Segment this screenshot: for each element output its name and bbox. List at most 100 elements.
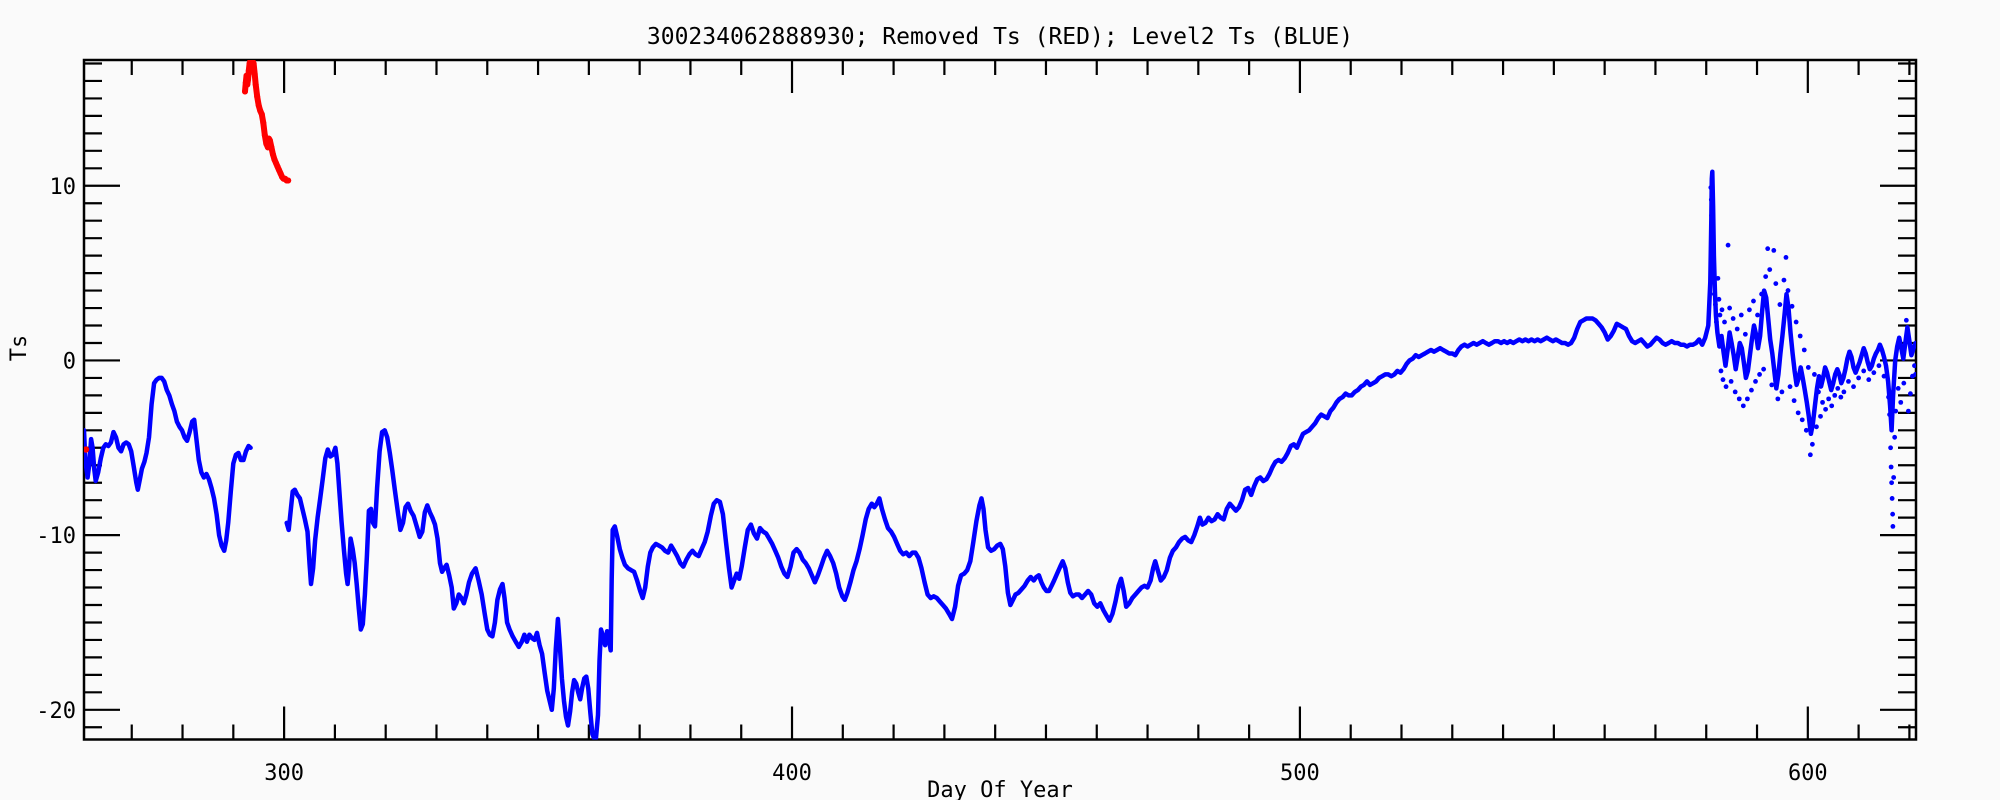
series-level2-ts-noise-scatter-point xyxy=(1895,385,1901,391)
series-level2-ts-noise-scatter-point xyxy=(1876,363,1882,369)
series-level2-ts-noise-scatter-point xyxy=(1901,380,1907,386)
y-axis-label: Ts xyxy=(7,335,32,362)
series-level2-ts-noise-scatter-point xyxy=(1716,296,1722,302)
series-level2-ts-noise-scatter-point xyxy=(1898,399,1904,405)
axis-ticks xyxy=(84,60,1916,740)
x-tick-label: 500 xyxy=(1280,761,1320,786)
series-removed-ts-point xyxy=(250,60,257,67)
series-removed-ts-point xyxy=(260,119,267,126)
series-level2-ts-noise-scatter-point xyxy=(1713,319,1719,325)
series-level2-ts-noise-scatter-point xyxy=(1856,375,1862,381)
series-level2-ts-noise-scatter-point xyxy=(1866,377,1872,383)
series-removed-ts-outlier-point xyxy=(84,446,90,453)
series-level2-ts-noise-scatter-point xyxy=(1818,413,1823,419)
series-level2-ts-line xyxy=(284,169,1916,740)
series-level2-ts-noise-scatter-point xyxy=(1871,370,1877,376)
plot-render-root: 300 400 500 600 10 0 -10 -20 xyxy=(36,58,1918,786)
series-removed-ts xyxy=(242,60,292,184)
series-level2-ts-noise-scatter-point xyxy=(1775,396,1781,402)
series-level2-ts-noise-scatter xyxy=(1708,185,1916,529)
series-level2-ts-noise-scatter-point xyxy=(1725,242,1731,248)
series-level2-ts-noise-scatter-point xyxy=(1881,373,1887,379)
series-level2-ts-noise-scatter-point xyxy=(1711,291,1717,297)
series-level2-ts-noise-scatter-point xyxy=(1720,377,1726,383)
series-level2-ts-noise-scatter-point xyxy=(1787,384,1793,390)
x-tick-label: 300 xyxy=(264,761,304,786)
series-level2-ts-noise-scatter-point xyxy=(1717,312,1723,318)
series-level2-ts-noise-scatter-point xyxy=(1744,396,1750,402)
series-level2-ts-noise-scatter-point xyxy=(1889,496,1895,501)
series-level2-ts-noise-scatter-point xyxy=(1708,197,1714,203)
series-level2-ts-noise-scatter-point xyxy=(1777,302,1783,307)
series-removed-ts-point xyxy=(245,67,252,74)
series-level2-ts-noise-scatter-point xyxy=(1769,382,1775,388)
series-level2-ts-noise-scatter-point xyxy=(1719,307,1725,313)
series-level2-ts-noise-scatter-point xyxy=(1816,389,1821,395)
series-removed-ts-point xyxy=(269,151,276,158)
series-level2-ts-noise-scatter-point xyxy=(1807,452,1813,458)
series-level2-ts-noise-scatter-point xyxy=(1835,385,1841,391)
series-level2-ts-noise-scatter-point xyxy=(1759,291,1764,297)
series-level2-ts-noise-scatter-point xyxy=(1755,312,1760,318)
y-tick-label: 10 xyxy=(50,175,77,200)
series-level2-ts-noise-scatter-point xyxy=(1803,427,1809,433)
series-level2-ts-noise-scatter-point xyxy=(1893,408,1899,414)
series-level2-ts-noise-scatter-point xyxy=(1789,303,1795,309)
series-level2-ts-noise-scatter-point xyxy=(1891,475,1897,480)
series-level2-ts-noise-scatter-point xyxy=(1728,379,1734,384)
y-tick-label: -10 xyxy=(36,524,76,549)
series-level2-ts-noise-scatter-point xyxy=(1765,246,1771,252)
series-level2-ts-noise-scatter-point xyxy=(1708,185,1714,190)
series-removed-ts-point xyxy=(268,144,275,151)
series-level2-ts-noise-scatter-point xyxy=(1890,511,1896,517)
series-level2-ts-noise-scatter-point xyxy=(1718,368,1724,374)
series-level2-ts-noise-scatter-point xyxy=(1738,312,1744,318)
series-level2-ts-noise-scatter-point xyxy=(1779,389,1785,395)
series-level2-ts-noise-scatter-point xyxy=(1747,307,1752,313)
series-level2-ts-noise-scatter-point xyxy=(1889,480,1895,486)
series-level2-ts-noise-scatter-point xyxy=(1727,305,1733,311)
series-level2-ts-noise-scatter-point xyxy=(1712,302,1718,307)
series-level2-ts-noise-scatter-point xyxy=(1841,389,1847,395)
series-level2-ts-noise-scatter-point xyxy=(1742,331,1748,337)
series-level2-ts-noise-scatter-point xyxy=(1740,403,1746,409)
series-removed-ts-point xyxy=(252,81,259,88)
series-level2-ts-noise-scatter-point xyxy=(1710,256,1716,262)
tick-labels: 300 400 500 600 10 0 -10 -20 xyxy=(36,175,1827,786)
series-level2-ts-noise-scatter-point xyxy=(1912,363,1916,369)
series-level2-ts-noise-scatter-point xyxy=(1723,384,1729,390)
series-level2-ts-noise-scatter-point xyxy=(1736,396,1742,402)
series-level2-ts-noise-scatter-point xyxy=(1767,267,1773,273)
series-level2-ts-noise-scatter-point xyxy=(1888,464,1894,470)
series-level2-ts-noise-scatter-point xyxy=(1809,441,1815,447)
series-level2-ts-noise-scatter-point xyxy=(1892,434,1898,440)
series-removed-ts-point xyxy=(258,111,265,118)
series-removed-ts-point xyxy=(261,132,268,139)
series-level2-ts-noise-scatter-point xyxy=(1732,389,1738,395)
series-level2-ts-noise-scatter-point xyxy=(1823,406,1828,412)
series-level2-ts-noise-scatter-point xyxy=(1851,384,1856,390)
series-level2-ts-noise-scatter-point xyxy=(1730,316,1736,321)
x-axis-label: Day Of Year xyxy=(927,778,1073,800)
series-level2-ts-noise-scatter-point xyxy=(1793,319,1799,325)
series-level2-ts-noise-scatter-point xyxy=(1753,379,1758,384)
series-level2-ts-noise-scatter-point xyxy=(1797,333,1803,339)
series-level2-ts-noise-scatter-point xyxy=(1812,372,1817,377)
series-level2-ts-noise-scatter-point xyxy=(1890,523,1896,529)
series-level2-ts-noise-scatter-point xyxy=(1749,387,1754,393)
series-level2-ts-noise-scatter-point xyxy=(1763,274,1769,280)
series-removed-ts-point xyxy=(242,88,249,95)
series-level2-ts-noise-scatter-point xyxy=(1829,403,1835,409)
series-level2-ts-noise-scatter-point xyxy=(1722,319,1727,325)
series-level2-ts-noise-scatter-point xyxy=(1710,242,1715,248)
series-level2-ts-noise-scatter-point xyxy=(1715,275,1721,281)
series-level2-ts-noise-scatter-point xyxy=(1846,379,1851,384)
series-level2-ts-noise-scatter-point xyxy=(1832,392,1838,398)
series-level2-ts-noise-scatter-point xyxy=(1771,247,1777,253)
series-level2-ts-noise-scatter-point xyxy=(1903,317,1909,323)
series-level2-ts-noise-scatter-point xyxy=(1814,424,1819,430)
series-level2-ts-noise-scatter-point xyxy=(1709,228,1715,234)
series-level2-ts-noise-scatter-point xyxy=(1795,410,1801,416)
series-removed-ts-outlier xyxy=(84,446,90,453)
